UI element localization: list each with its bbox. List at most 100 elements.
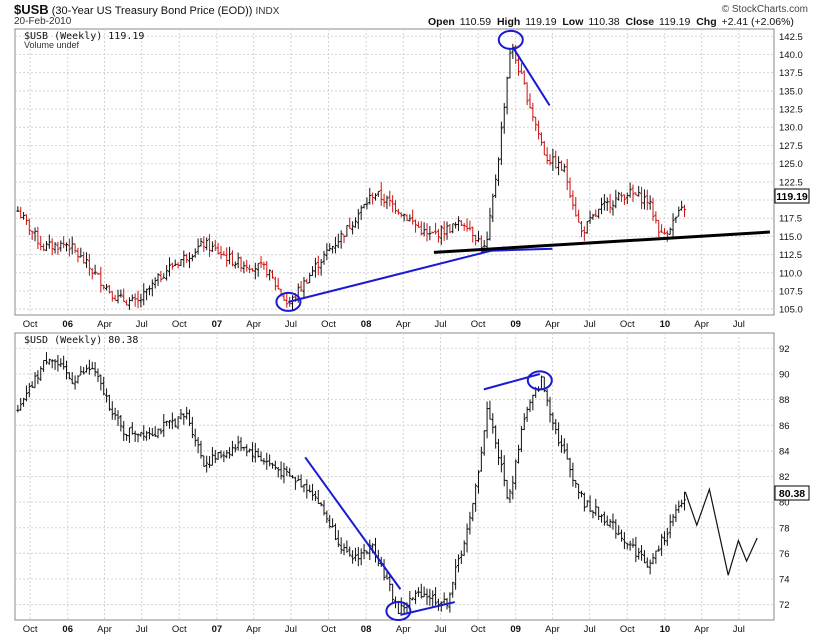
ohlc-bar [96,272,100,275]
ohlc-bar [611,513,615,530]
ohlc-bar [637,547,641,560]
ohlc-bar [571,190,575,210]
ohlc-bar [396,208,400,215]
ohlc-bar [225,449,229,459]
ohlc-bar [648,559,652,575]
ohlc-bar [70,372,74,385]
y-tick-label: 107.5 [779,286,803,297]
ohlc-bar [113,407,117,421]
y-tick-label: 74 [779,575,790,586]
ohlc-bar [253,442,257,463]
ohlc-bar [205,455,209,473]
ohlc-bar [230,250,234,267]
ohlc-bar [268,269,272,281]
ohlc-bar [634,536,638,563]
y-tick-label: 142.5 [779,32,803,43]
ohlc-bar [305,278,309,284]
ohlc-bar [139,293,143,308]
ohlc-bar [642,550,646,564]
ohlc-bar [522,70,526,85]
usb-price-bars [16,43,686,311]
annotation-line [288,246,505,303]
ohlc-bar [365,550,369,555]
ohlc-bar [228,447,232,459]
ohlc-bar [107,394,111,411]
ohlc-bar [216,243,220,255]
ohlc-bar [153,277,157,289]
ohlc-bar [348,546,352,557]
ohlc-bar [130,294,134,302]
ohlc-bar [551,412,555,431]
x-tick-label: Jul [136,624,148,635]
x-tick-label: 07 [212,624,223,635]
x-tick-label: Oct [23,624,38,635]
ohlc-bar [79,365,83,376]
ohlc-bar [93,264,97,275]
ohlc-bar [376,190,380,197]
chart-title: (30-Year US Treasury Bond Price (EOD)) [51,5,253,17]
ohlc-bar [419,583,423,599]
ohlc-bar [202,455,206,467]
ohlc-bar [110,401,114,420]
annotation-ellipse [385,601,412,622]
ohlc-bar [67,238,71,257]
ohlc-bar [308,484,312,493]
ohlc-bar [133,430,137,442]
usd-projection [684,487,758,576]
support-trendline [433,230,771,254]
y-tick-label: 132.5 [779,105,803,116]
ohlc-bar [522,413,526,431]
ohlc-bar [419,221,423,236]
ohlc-bar [44,241,48,251]
annotation-line [304,456,402,590]
ohlc-bar [482,240,486,248]
ohlc-bar [47,358,51,365]
ohlc-bar [456,216,460,231]
ohlc-bar [597,208,601,219]
x-tick-label: 10 [660,319,671,330]
ohlc-bar [353,547,357,562]
ohlc-bar [236,252,240,269]
ohlc-bar [85,252,89,268]
ohlc-bar [648,195,652,210]
x-tick-label: Oct [620,624,635,635]
x-tick-label: 06 [62,624,73,635]
ohlc-bar [319,259,323,276]
ohlc-bar [385,195,389,210]
ohlc-bar [159,428,163,435]
ohlc-bar [208,233,212,257]
ohlc-bar [242,446,246,451]
ohlc-bar [285,293,289,308]
ohlc-bar [170,262,174,270]
x-tick-label: Oct [23,319,38,330]
ohlc-bar [339,230,343,249]
ohlc-bar [27,383,31,398]
usb-legend: $USB (Weekly) 119.19 [24,31,144,42]
ohlc-bar [170,412,174,430]
ohlc-bar [16,404,20,413]
ohlc-bar [628,182,632,198]
ohlc-bar [162,273,166,279]
ohlc-bar [677,500,681,513]
ohlc-bar [276,277,280,290]
ohlc-bar [302,484,306,493]
usd-panel: 72 74 76 78 80 82 84 86 88 90 92 Oct 06 Apr Jul Oct 07 A… [14,332,810,635]
ohlc-bar [248,448,252,453]
ohlc-bar [113,294,117,301]
ohlc-bar [568,457,572,478]
ohlc-bar [319,502,323,507]
ohlc-bar [193,428,197,447]
ohlc-bar [70,236,74,255]
ohlc-bar [122,420,126,442]
ohlc-bar [462,540,466,556]
ohlc-bar [654,211,658,224]
x-tick-label: Apr [396,624,411,635]
ohlc-bar [145,288,149,301]
ohlc-bar [585,221,589,234]
ohlc-bar [33,372,37,389]
ohlc-bar [491,413,495,434]
ohlc-bar [273,276,277,291]
y-tick-label: 92 [779,344,790,355]
ohlc-bar [600,514,604,523]
ohlc-bar [270,269,274,279]
